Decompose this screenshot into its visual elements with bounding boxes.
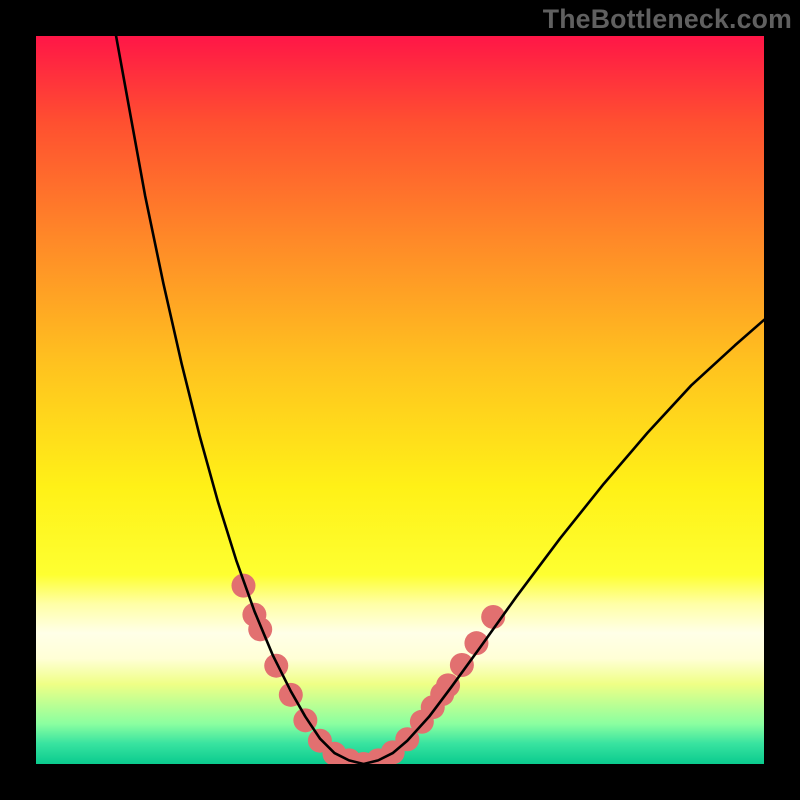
watermark-text: TheBottleneck.com bbox=[543, 4, 792, 35]
data-marker bbox=[436, 673, 460, 697]
data-marker bbox=[248, 617, 272, 641]
data-marker bbox=[264, 654, 288, 678]
bottleneck-chart-svg bbox=[0, 0, 800, 800]
plot-background bbox=[36, 36, 764, 764]
data-marker bbox=[279, 683, 303, 707]
chart-stage: TheBottleneck.com bbox=[0, 0, 800, 800]
